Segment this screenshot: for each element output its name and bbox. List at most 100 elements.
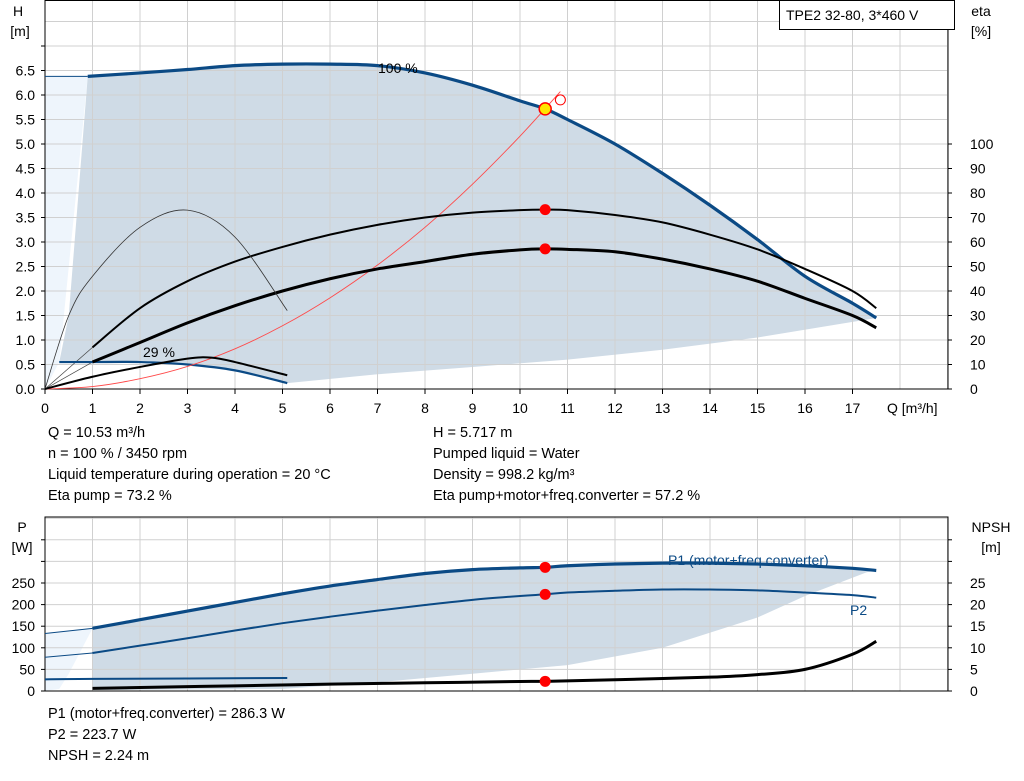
x-tick-label: 14 bbox=[702, 400, 718, 416]
info-temperature: Liquid temperature during operation = 20… bbox=[48, 467, 331, 483]
y2-tick-label: 80 bbox=[970, 185, 986, 201]
y2-tick-label: 100 bbox=[970, 136, 994, 152]
y2-axis-label: eta bbox=[971, 3, 991, 19]
curve-p2-29 bbox=[44, 677, 288, 681]
y2-tick-label: 70 bbox=[970, 210, 986, 226]
y2-axis-unit: [%] bbox=[971, 23, 991, 39]
x-tick-label: 3 bbox=[184, 400, 192, 416]
curve-pump-100 bbox=[87, 62, 878, 320]
y-tick-label: 4.5 bbox=[16, 161, 36, 177]
npsh-axis-label: NPSH bbox=[972, 519, 1011, 535]
info-npsh: NPSH = 2.24 m bbox=[48, 748, 150, 764]
p2-extension bbox=[44, 652, 93, 658]
y2-tick-label: 10 bbox=[970, 640, 986, 656]
p-axis-unit: [W] bbox=[12, 539, 33, 555]
info-head: H = 5.717 m bbox=[433, 425, 513, 441]
curve-eta-pump bbox=[91, 208, 877, 349]
light-area-bottom bbox=[45, 628, 93, 691]
chart-title: TPE2 32-80, 3*460 V bbox=[786, 7, 919, 23]
x-tick-label: 2 bbox=[136, 400, 144, 416]
x-tick-label: 6 bbox=[326, 400, 334, 416]
curve-label-29: 29 % bbox=[143, 344, 175, 360]
info-liquid: Pumped liquid = Water bbox=[433, 446, 580, 462]
curve-eta-total-29 bbox=[44, 356, 288, 390]
info-speed: n = 100 % / 3450 rpm bbox=[48, 446, 188, 462]
light-area bbox=[45, 76, 88, 389]
y-tick-label: 5.0 bbox=[16, 136, 36, 152]
p2-marker bbox=[539, 588, 551, 600]
npsh-axis-unit: [m] bbox=[981, 539, 1000, 555]
x-tick-label: 17 bbox=[845, 400, 861, 416]
y-tick-label: 0 bbox=[27, 683, 35, 699]
y2-tick-label: 40 bbox=[970, 283, 986, 299]
x-tick-label: 13 bbox=[655, 400, 671, 416]
x-tick-label: 11 bbox=[560, 400, 575, 416]
y-tick-label: 50 bbox=[19, 661, 35, 677]
curve-p1 bbox=[92, 561, 877, 630]
y-tick-label: 0.5 bbox=[16, 357, 36, 373]
title-box bbox=[779, 0, 955, 30]
info-density: Density = 998.2 kg/m³ bbox=[433, 467, 575, 483]
curve-eta-total bbox=[91, 247, 877, 364]
x-tick-label: 10 bbox=[512, 400, 528, 416]
y-tick-label: 2.0 bbox=[16, 283, 36, 299]
info-eta-pump: Eta pump = 73.2 % bbox=[48, 488, 172, 504]
y-axis-label: H bbox=[13, 3, 23, 19]
operating-area bbox=[59, 64, 877, 384]
y2-tick-label: 25 bbox=[970, 575, 986, 591]
y-tick-label: 6.5 bbox=[16, 63, 36, 79]
info-flow: Q = 10.53 m³/h bbox=[48, 425, 146, 441]
x-tick-label: 16 bbox=[797, 400, 813, 416]
x-axis-label: Q [m³/h] bbox=[887, 400, 938, 416]
y-tick-label: 100 bbox=[12, 640, 36, 656]
y-tick-label: 250 bbox=[12, 575, 36, 591]
info-p1: P1 (motor+freq.converter) = 286.3 W bbox=[48, 706, 285, 722]
y2-tick-label: 0 bbox=[970, 683, 978, 699]
x-tick-label: 12 bbox=[607, 400, 623, 416]
series-label-p2: P2 bbox=[850, 602, 867, 618]
y-tick-label: 200 bbox=[12, 597, 36, 613]
x-tick-label: 5 bbox=[279, 400, 287, 416]
info-eta-total: Eta pump+motor+freq.converter = 57.2 % bbox=[433, 488, 701, 504]
y2-tick-label: 50 bbox=[970, 259, 986, 275]
x-tick-label: 7 bbox=[374, 400, 382, 416]
y2-tick-label: 20 bbox=[970, 332, 986, 348]
info-bottom: P1 (motor+freq.converter) = 286.3 W P2 =… bbox=[48, 704, 285, 767]
y2-tick-label: 0 bbox=[970, 381, 978, 397]
duty-point-marker bbox=[538, 102, 552, 116]
y-tick-label: 0.0 bbox=[16, 381, 36, 397]
info-left: Q = 10.53 m³/h n = 100 % / 3450 rpm Liqu… bbox=[48, 423, 331, 507]
y2-tick-label: 20 bbox=[970, 597, 986, 613]
y-tick-label: 150 bbox=[12, 618, 36, 634]
y-tick-label: 1.5 bbox=[16, 308, 36, 324]
y-tick-label: 3.5 bbox=[16, 210, 36, 226]
curve-label-100: 100 % bbox=[378, 60, 418, 76]
info-p2: P2 = 223.7 W bbox=[48, 727, 137, 743]
x-tick-label: 15 bbox=[750, 400, 766, 416]
y2-tick-label: 30 bbox=[970, 308, 986, 324]
y-tick-label: 4.0 bbox=[16, 185, 36, 201]
curve-eta-pump-29 bbox=[44, 209, 288, 390]
curve-system bbox=[44, 91, 561, 390]
y-tick-label: 5.5 bbox=[16, 112, 36, 128]
eta-extension bbox=[44, 361, 93, 390]
eta-extension bbox=[44, 347, 93, 390]
curve-p2 bbox=[92, 588, 877, 654]
system-point-marker bbox=[554, 94, 566, 106]
y2-tick-label: 10 bbox=[970, 357, 986, 373]
p-axis-label: P bbox=[17, 519, 26, 535]
y-tick-label: 3.0 bbox=[16, 234, 36, 250]
x-tick-label: 1 bbox=[89, 400, 97, 416]
y-axis-unit: [m] bbox=[10, 23, 29, 39]
y-tick-label: 6.0 bbox=[16, 87, 36, 103]
y2-tick-label: 60 bbox=[970, 234, 986, 250]
x-tick-label: 4 bbox=[231, 400, 239, 416]
plot-frame-bottom bbox=[44, 516, 949, 692]
eta-total-marker bbox=[539, 243, 551, 255]
npsh-marker bbox=[539, 675, 551, 687]
plot-frame bbox=[44, 0, 949, 390]
x-tick-label: 8 bbox=[421, 400, 429, 416]
x-tick-label: 9 bbox=[469, 400, 477, 416]
y2-tick-label: 90 bbox=[970, 161, 986, 177]
